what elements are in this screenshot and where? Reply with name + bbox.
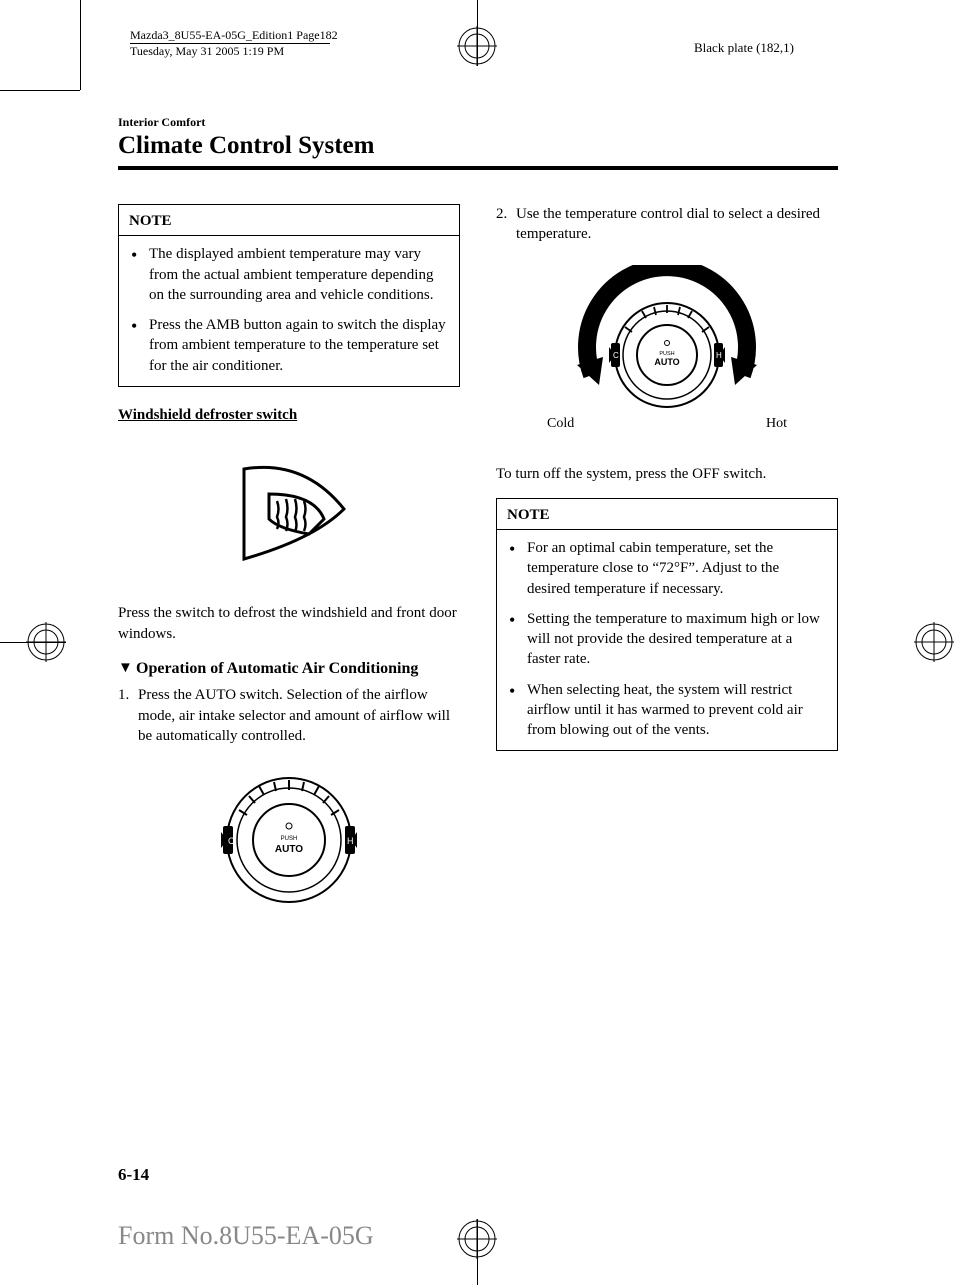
left-column: NOTE • The displayed ambient temperature… (118, 204, 460, 934)
defroster-icon (214, 439, 364, 579)
step-2: 2. Use the temperature control dial to s… (496, 204, 838, 245)
plate-label: Black plate (182,1) (694, 40, 794, 56)
temp-dial-icon: C H PUSH AUTO (547, 265, 787, 415)
step-text: Use the temperature control dial to sele… (516, 204, 838, 245)
dial-auto-label: AUTO (275, 844, 303, 855)
note-title: NOTE (497, 499, 837, 530)
date-line: Tuesday, May 31 2005 1:19 PM (130, 44, 338, 59)
note1-text-0: The displayed ambient temperature may va… (149, 244, 447, 305)
page-content: Interior Comfort Climate Control System … (118, 115, 838, 934)
bullet-icon: • (509, 680, 527, 741)
dial-c-label: C (228, 836, 235, 846)
registration-mark-top (457, 26, 497, 66)
step-num: 1. (118, 685, 138, 746)
step-text: Press the AUTO switch. Selection of the … (138, 685, 460, 746)
dial-icon: C H PUSH AUTO (209, 760, 369, 910)
dial-push-label: PUSH (281, 836, 298, 842)
temp-dial-figure: C H PUSH AUTO Cold Hot (496, 265, 838, 434)
note2-item: • When selecting heat, the system will r… (509, 680, 825, 741)
form-number: Form No.8U55-EA-05G (118, 1221, 374, 1251)
note-box-2: NOTE • For an optimal cabin temperature,… (496, 498, 838, 752)
crop-left-corner-side (80, 0, 81, 90)
dial-c-label: C (613, 351, 619, 360)
defroster-figure (118, 439, 460, 585)
defroster-subhead: Windshield defroster switch (118, 405, 460, 425)
note1-text-1: Press the AMB button again to switch the… (149, 315, 447, 376)
registration-mark-bottom (457, 1219, 497, 1259)
page-title: Climate Control System (118, 132, 838, 160)
note-box-1: NOTE • The displayed ambient temperature… (118, 204, 460, 387)
hot-label: Hot (766, 415, 787, 434)
step-num: 2. (496, 204, 516, 245)
dial-h-label: H (716, 351, 722, 360)
auto-ac-heading-text: Operation of Automatic Air Conditioning (136, 658, 460, 680)
right-column: 2. Use the temperature control dial to s… (496, 204, 838, 934)
note1-item: • The displayed ambient temperature may … (131, 244, 447, 305)
auto-dial-figure: C H PUSH AUTO (118, 760, 460, 916)
step-1: 1. Press the AUTO switch. Selection of t… (118, 685, 460, 746)
note1-item: • Press the AMB button again to switch t… (131, 315, 447, 376)
crop-left-corner-top (0, 90, 80, 91)
note2-item: • For an optimal cabin temperature, set … (509, 538, 825, 599)
dial-auto-label: AUTO (654, 357, 679, 367)
note-title: NOTE (119, 205, 459, 236)
note2-text-1: Setting the temperature to maximum high … (527, 609, 825, 670)
section-label: Interior Comfort (118, 115, 838, 130)
cold-label: Cold (547, 415, 574, 434)
note2-text-2: When selecting heat, the system will res… (527, 680, 825, 741)
auto-ac-heading: ▼ Operation of Automatic Air Conditionin… (118, 658, 460, 680)
bullet-icon: • (131, 244, 149, 305)
page-number: 6-14 (118, 1165, 149, 1185)
defrost-text: Press the switch to defrost the windshie… (118, 603, 460, 644)
note2-item: • Setting the temperature to maximum hig… (509, 609, 825, 670)
file-line: Mazda3_8U55-EA-05G_Edition1 Page182 (130, 28, 338, 43)
bullet-icon: • (509, 609, 527, 670)
title-rule (118, 166, 838, 170)
triangle-icon: ▼ (118, 658, 136, 680)
dial-h-label: H (347, 836, 354, 846)
header-meta: Mazda3_8U55-EA-05G_Edition1 Page182 Tues… (130, 28, 338, 59)
bullet-icon: • (131, 315, 149, 376)
off-text: To turn off the system, press the OFF sw… (496, 464, 838, 484)
bullet-icon: • (509, 538, 527, 599)
registration-mark-left (26, 622, 66, 662)
note2-text-0: For an optimal cabin temperature, set th… (527, 538, 825, 599)
registration-mark-right (914, 622, 954, 662)
